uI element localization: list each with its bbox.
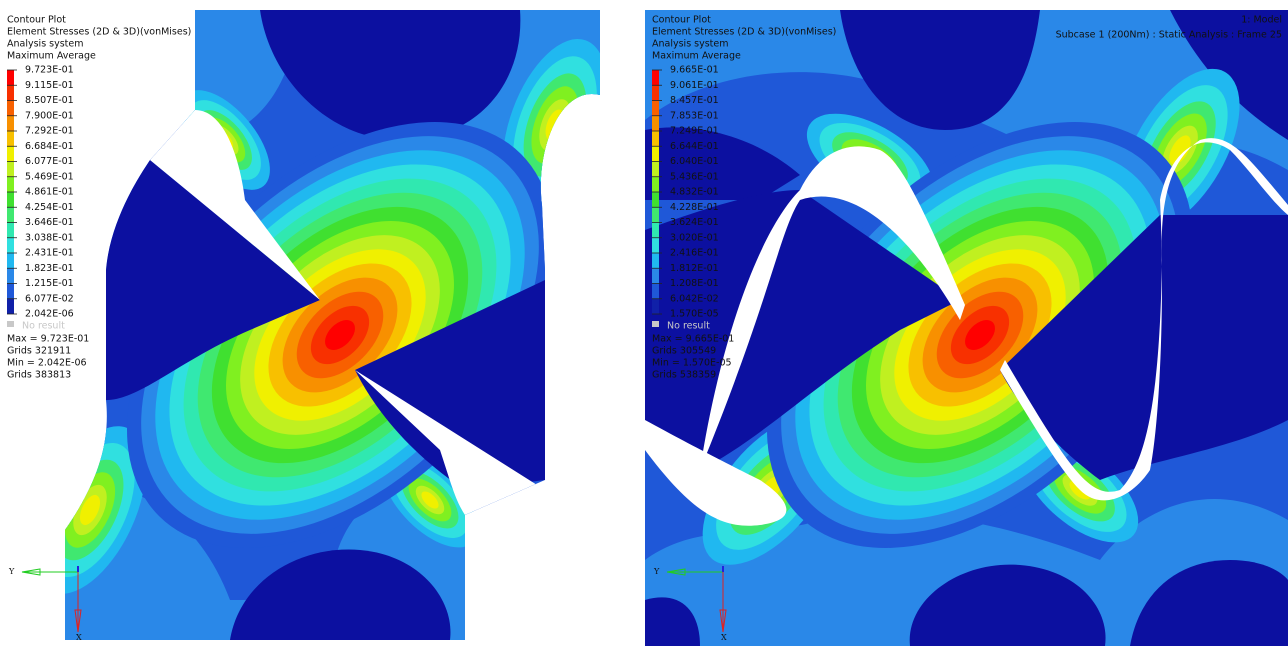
legend-value: 4.228E-01 <box>670 202 719 213</box>
axis-y-label: Y <box>653 567 660 576</box>
legend-header: Analysis system <box>7 39 84 50</box>
stat: Grids 321911 <box>7 346 71 357</box>
no-result: No result <box>667 321 710 332</box>
legend-swatch <box>7 238 14 253</box>
contour-field <box>645 10 1288 646</box>
legend-swatch <box>652 284 659 299</box>
legend-swatch <box>652 207 659 222</box>
no-result-swatch <box>652 321 659 327</box>
subcase-label: Subcase 1 (200Nm) : Static Analysis : Fr… <box>1056 30 1282 41</box>
legend-value: 2.416E-01 <box>670 248 719 259</box>
legend-swatch <box>7 207 14 222</box>
legend-swatch <box>7 162 14 177</box>
legend-value: 7.900E-01 <box>25 110 74 121</box>
legend-swatch <box>652 146 659 161</box>
stat: Grids 305549 <box>652 346 716 357</box>
legend-value: 7.292E-01 <box>25 126 74 137</box>
no-result-swatch <box>7 321 14 327</box>
legend-value: 1.215E-01 <box>25 278 74 289</box>
legend-swatch <box>652 192 659 207</box>
stat: Grids 538359 <box>652 370 716 381</box>
model-label: 1: Model <box>1241 15 1282 26</box>
legend-header: Analysis system <box>652 39 729 50</box>
legend-swatch <box>7 223 14 238</box>
legend-swatch <box>7 146 14 161</box>
legend-swatch <box>652 85 659 100</box>
legend-value: 6.040E-01 <box>670 156 719 167</box>
legend-header: Maximum Average <box>652 51 741 62</box>
legend-value: 3.020E-01 <box>670 232 719 243</box>
stat: Min = 2.042E-06 <box>7 358 87 369</box>
axis-x-label: X <box>76 633 82 642</box>
legend-value: 8.457E-01 <box>670 95 719 106</box>
stat: Max = 9.665E-01 <box>652 334 734 345</box>
legend-swatch <box>7 116 14 131</box>
legend-header: Contour Plot <box>652 15 711 26</box>
legend-swatch <box>7 253 14 268</box>
legend-swatch <box>7 70 14 85</box>
legend-value: 4.254E-01 <box>25 202 74 213</box>
stat: Grids 383813 <box>7 370 71 381</box>
legend-value: 9.665E-01 <box>670 65 719 76</box>
legend-value: 1.570E-05 <box>670 309 719 320</box>
legend-swatch <box>7 299 14 314</box>
legend-swatch <box>652 101 659 116</box>
no-result: No result <box>22 321 65 332</box>
legend-value: 4.861E-01 <box>25 187 74 198</box>
legend-value: 6.077E-01 <box>25 156 74 167</box>
legend-value: 2.042E-06 <box>25 309 74 320</box>
legend-swatch <box>652 299 659 314</box>
legend-swatch <box>7 131 14 146</box>
legend-swatch <box>7 85 14 100</box>
legend-value: 6.684E-01 <box>25 141 74 152</box>
legend-value: 7.249E-01 <box>670 126 719 137</box>
legend-swatch <box>7 101 14 116</box>
legend-swatch <box>652 162 659 177</box>
legend-swatch <box>652 238 659 253</box>
legend-value: 6.042E-02 <box>670 293 719 304</box>
legend-value: 3.624E-01 <box>670 217 719 228</box>
viewer: Contour PlotElement Stresses (2D & 3D)(v… <box>0 0 1288 646</box>
legend-swatch <box>7 177 14 192</box>
legend-value: 9.061E-01 <box>670 80 719 91</box>
contour-field <box>0 10 643 646</box>
legend-value: 1.812E-01 <box>670 263 719 274</box>
legend-swatch <box>7 268 14 283</box>
legend-value: 3.038E-01 <box>25 232 74 243</box>
axis-x-label: X <box>721 633 727 642</box>
legend-swatch <box>652 177 659 192</box>
legend-swatch <box>652 131 659 146</box>
legend-value: 5.436E-01 <box>670 171 719 182</box>
legend-swatch <box>652 268 659 283</box>
legend-swatch <box>652 253 659 268</box>
legend-swatch <box>7 192 14 207</box>
legend-value: 9.115E-01 <box>25 80 74 91</box>
legend-value: 6.644E-01 <box>670 141 719 152</box>
legend-swatch <box>652 223 659 238</box>
legend-value: 2.431E-01 <box>25 248 74 259</box>
legend-value: 4.832E-01 <box>670 187 719 198</box>
legend-header: Maximum Average <box>7 51 96 62</box>
legend-value: 6.077E-02 <box>25 293 74 304</box>
legend-header: Element Stresses (2D & 3D)(vonMises) <box>652 27 836 38</box>
legend-header: Contour Plot <box>7 15 66 26</box>
legend-value: 1.208E-01 <box>670 278 719 289</box>
legend-value: 7.853E-01 <box>670 110 719 121</box>
legend-value: 9.723E-01 <box>25 65 74 76</box>
legend-value: 5.469E-01 <box>25 171 74 182</box>
stat: Max = 9.723E-01 <box>7 334 89 345</box>
axis-y-label: Y <box>8 567 15 576</box>
legend-swatch <box>7 284 14 299</box>
legend-header: Element Stresses (2D & 3D)(vonMises) <box>7 27 191 38</box>
stat: Min = 1.570E-05 <box>652 358 732 369</box>
legend-value: 8.507E-01 <box>25 95 74 106</box>
legend-value: 3.646E-01 <box>25 217 74 228</box>
legend-value: 1.823E-01 <box>25 263 74 274</box>
legend-swatch <box>652 116 659 131</box>
legend-swatch <box>652 70 659 85</box>
